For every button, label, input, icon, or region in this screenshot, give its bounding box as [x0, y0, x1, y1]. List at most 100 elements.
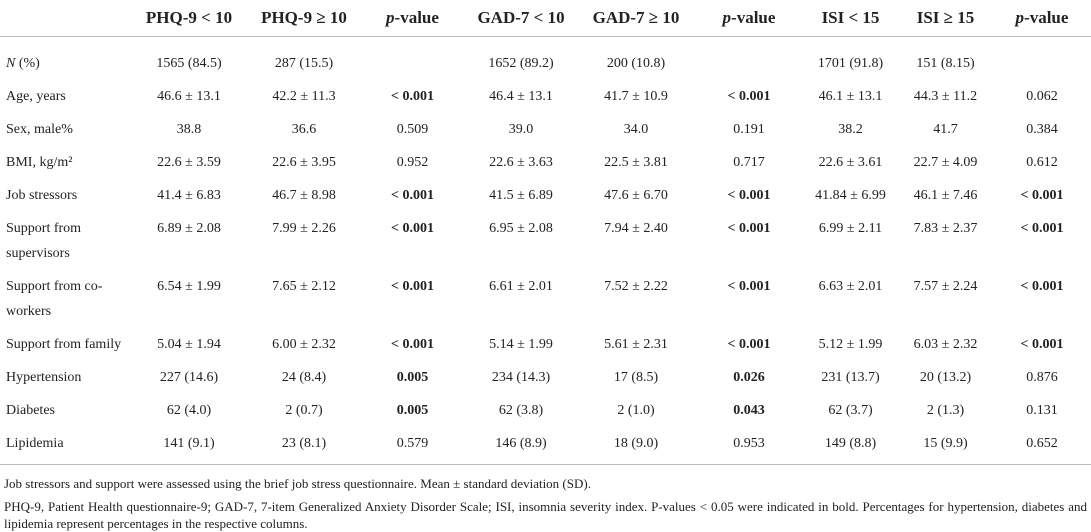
- cell-text: Diabetes: [6, 403, 55, 418]
- table-row: Job stressors 41.4 ± 6.83 46.7 ± 8.98 < 0.0…: [0, 179, 1091, 212]
- cell-text: 41.84 ± 6.99: [815, 188, 886, 203]
- table-cell: 5.04 ± 1.94: [130, 328, 248, 361]
- table-cell: < 0.001: [993, 212, 1091, 270]
- table-cell: 41.84 ± 6.99: [803, 179, 898, 212]
- header-cell: p-value: [360, 0, 465, 37]
- cell-text: < 0.001: [391, 337, 434, 352]
- cell-text: 0.652: [1026, 436, 1058, 451]
- table-cell: 0.579: [360, 427, 465, 465]
- cell-text: 39.0: [508, 122, 534, 137]
- cell-text: N (%): [6, 56, 40, 71]
- row-label: Job stressors: [0, 179, 130, 212]
- table-cell: < 0.001: [695, 179, 803, 212]
- header-cell: ISI ≥ 15: [898, 0, 993, 37]
- table-cell: 22.6 ± 3.59: [130, 146, 248, 179]
- cell-text: 6.03 ± 2.32: [913, 337, 978, 352]
- cell-text: 6.61 ± 2.01: [489, 279, 553, 294]
- table-cell: 0.384: [993, 113, 1091, 146]
- table-cell: 46.6 ± 13.1: [130, 80, 248, 113]
- cell-text: Age, years: [6, 89, 66, 104]
- data-table: PHQ-9 < 10 PHQ-9 ≥ 10 p-value GAD-7 < 10 GAD…: [0, 0, 1091, 465]
- table-cell: 39.0: [465, 113, 577, 146]
- table-cell: < 0.001: [360, 270, 465, 328]
- table-cell: 2 (0.7): [248, 394, 360, 427]
- table-cell: < 0.001: [993, 270, 1091, 328]
- table-cell: 0.005: [360, 361, 465, 394]
- table-cell: 20 (13.2): [898, 361, 993, 394]
- row-label: Diabetes: [0, 394, 130, 427]
- table-cell: 34.0: [577, 113, 695, 146]
- cell-text: 7.99 ± 2.26: [272, 221, 336, 236]
- cell-text: < 0.001: [391, 188, 434, 203]
- cell-text: < 0.001: [727, 279, 771, 294]
- table-cell: 149 (8.8): [803, 427, 898, 465]
- table-cell: 227 (14.6): [130, 361, 248, 394]
- table-cell: 234 (14.3): [465, 361, 577, 394]
- cell-text: < 0.001: [727, 221, 771, 236]
- table-cell: < 0.001: [360, 179, 465, 212]
- table-cell: 41.5 ± 6.89: [465, 179, 577, 212]
- table-cell: 41.7 ± 10.9: [577, 80, 695, 113]
- cell-text: < 0.001: [391, 89, 434, 104]
- table-cell: 146 (8.9): [465, 427, 577, 465]
- table-cell: 1652 (89.2): [465, 37, 577, 81]
- table-row: Sex, male% 38.8 36.6 0.509 39.0 34.0 0.191 38.2…: [0, 113, 1091, 146]
- cell-text: 6.95 ± 2.08: [489, 221, 553, 236]
- cell-text: Support from supervisors: [6, 221, 82, 261]
- cell-text: 62 (3.8): [498, 403, 544, 418]
- table-cell: 7.83 ± 2.37: [898, 212, 993, 270]
- table-cell: 0.062: [993, 80, 1091, 113]
- header-cell: PHQ-9 < 10: [130, 0, 248, 37]
- cell-text: 38.8: [176, 122, 202, 137]
- row-label: Support from co-workers: [0, 270, 130, 328]
- cell-text: 18 (9.0): [613, 436, 659, 451]
- cell-text: 41.7: [933, 122, 958, 137]
- cell-text: 22.6 ± 3.95: [272, 155, 336, 170]
- cell-text: 231 (13.7): [821, 370, 880, 385]
- header-label: p-value: [722, 8, 776, 27]
- table-cell: 18 (9.0): [577, 427, 695, 465]
- header-cell: PHQ-9 ≥ 10: [248, 0, 360, 37]
- cell-text: 7.65 ± 2.12: [272, 279, 336, 294]
- header-label: p-value: [1015, 8, 1069, 27]
- row-label: Lipidemia: [0, 427, 130, 465]
- header-label: GAD-7 < 10: [477, 8, 565, 27]
- cell-text: 38.2: [838, 122, 863, 137]
- cell-text: < 0.001: [391, 221, 434, 236]
- table-cell: 22.6 ± 3.95: [248, 146, 360, 179]
- cell-text: 20 (13.2): [919, 370, 972, 385]
- header-label: PHQ-9 < 10: [145, 8, 233, 27]
- table-cell: 24 (8.4): [248, 361, 360, 394]
- table-cell: 151 (8.15): [898, 37, 993, 81]
- table-cell: 22.6 ± 3.61: [803, 146, 898, 179]
- cell-text: Lipidemia: [6, 436, 64, 451]
- cell-text: 46.7 ± 8.98: [272, 188, 336, 203]
- table-cell: 0.043: [695, 394, 803, 427]
- table-cell: 7.65 ± 2.12: [248, 270, 360, 328]
- cell-text: 141 (9.1): [163, 436, 215, 451]
- cell-text: 0.384: [1026, 122, 1058, 137]
- cell-text: 47.6 ± 6.70: [604, 188, 668, 203]
- cell-text: 42.2 ± 11.3: [272, 89, 336, 104]
- cell-text: 15 (9.9): [923, 436, 968, 451]
- cell-text: 62 (4.0): [166, 403, 212, 418]
- cell-text: 6.99 ± 2.11: [818, 221, 883, 236]
- table-cell: 141 (9.1): [130, 427, 248, 465]
- table-cell: 38.8: [130, 113, 248, 146]
- table-cell: 23 (8.1): [248, 427, 360, 465]
- table-cell: 0.612: [993, 146, 1091, 179]
- table-cell: < 0.001: [695, 328, 803, 361]
- row-label: Sex, male%: [0, 113, 130, 146]
- table-cell: 0.876: [993, 361, 1091, 394]
- cell-text: 0.717: [733, 155, 765, 170]
- table-cell: 2 (1.0): [577, 394, 695, 427]
- table-cell: [360, 37, 465, 81]
- cell-text: 0.131: [1026, 403, 1058, 418]
- table-cell: 46.1 ± 7.46: [898, 179, 993, 212]
- cell-text: 2 (0.7): [285, 403, 323, 418]
- table-cell: 7.57 ± 2.24: [898, 270, 993, 328]
- table-cell: 6.95 ± 2.08: [465, 212, 577, 270]
- cell-text: 1565 (84.5): [156, 56, 222, 71]
- table-cell: 6.00 ± 2.32: [248, 328, 360, 361]
- table-cell: 0.509: [360, 113, 465, 146]
